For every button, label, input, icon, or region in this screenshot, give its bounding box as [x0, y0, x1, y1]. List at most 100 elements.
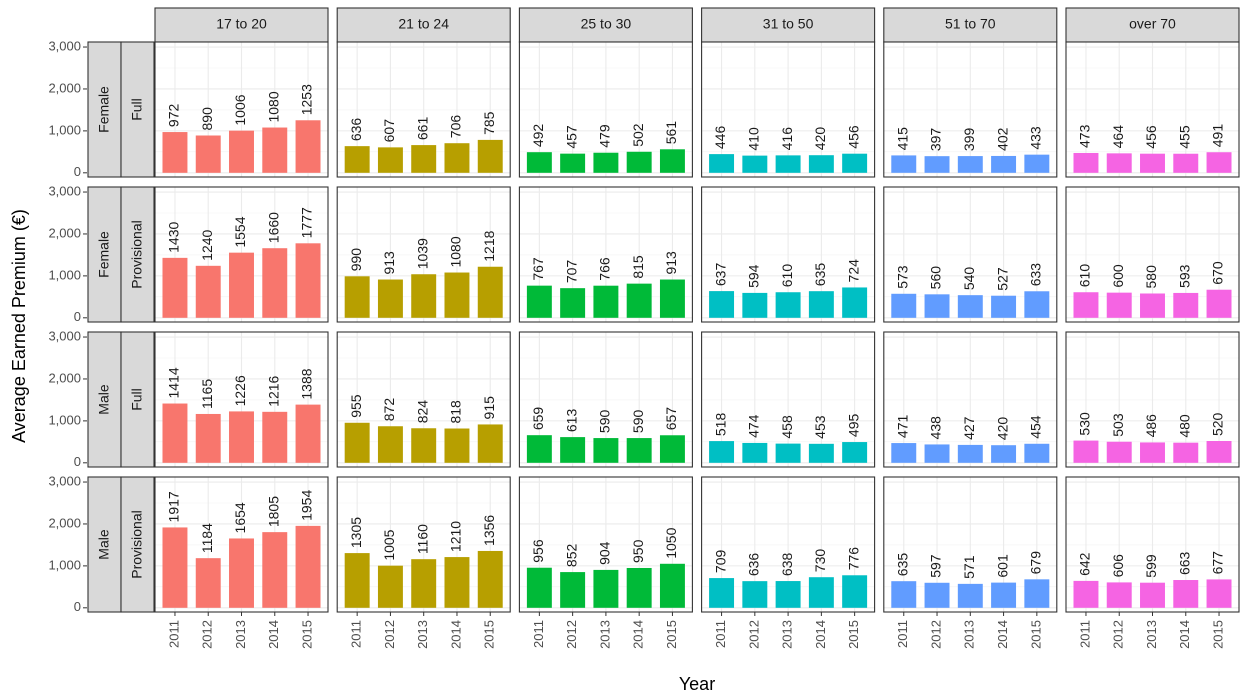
bar [477, 266, 503, 318]
bar [229, 130, 254, 173]
bar [593, 438, 619, 463]
bar [444, 272, 470, 318]
value-label: 495 [845, 413, 861, 437]
row-strip-outer [87, 476, 122, 613]
y-tick-label: 2,000 [48, 225, 81, 240]
value-label: 1160 [414, 524, 430, 554]
bar [477, 139, 503, 173]
x-tick-label: 2011 [349, 620, 364, 648]
panel-border [1065, 331, 1240, 468]
bar [526, 435, 552, 463]
bar [162, 132, 188, 173]
bar [477, 550, 503, 608]
bar [344, 422, 370, 463]
value-label: 473 [1077, 124, 1093, 148]
bar [444, 143, 470, 173]
x-tick-label: 2013 [415, 620, 430, 649]
value-label: 610 [779, 264, 795, 288]
value-label: 635 [812, 263, 828, 287]
value-label: 1356 [481, 515, 497, 546]
bar [444, 557, 470, 608]
value-label: 785 [481, 111, 497, 135]
bar [560, 437, 586, 463]
value-label: 427 [961, 416, 977, 440]
column-strip-label: 21 to 24 [398, 16, 449, 32]
bar [526, 152, 552, 173]
panel-border [518, 41, 693, 178]
x-tick-label: 2014 [448, 620, 463, 649]
panel-border [154, 41, 329, 178]
row-strip-type: Full [129, 388, 145, 411]
x-tick-label: 2012 [1111, 620, 1126, 649]
value-label: 464 [1110, 125, 1126, 149]
value-label: 637 [712, 263, 728, 287]
bar [526, 567, 552, 608]
x-tick-label: 2013 [597, 620, 612, 649]
bar [924, 444, 950, 463]
value-label: 767 [530, 257, 546, 281]
bar [842, 575, 868, 608]
panel-border [154, 186, 329, 323]
bar [162, 257, 188, 318]
value-label: 972 [166, 103, 182, 127]
bar [1173, 153, 1199, 173]
bar [842, 153, 868, 173]
bar [957, 444, 983, 463]
value-label: 416 [779, 127, 795, 151]
value-label: 1654 [232, 502, 248, 533]
value-label: 636 [348, 118, 364, 142]
value-label: 433 [1028, 126, 1044, 150]
bar [560, 288, 586, 318]
value-label: 479 [597, 124, 613, 148]
x-tick-label: 2012 [200, 620, 215, 649]
value-label: 457 [563, 125, 579, 149]
y-tick-label: 2,000 [48, 515, 81, 530]
row-strip-type: Provisional [129, 510, 145, 578]
bar [891, 443, 917, 463]
row-strip-inner [120, 41, 155, 178]
value-label: 990 [348, 248, 364, 272]
row-strip-inner [120, 476, 155, 613]
bar [162, 403, 188, 463]
value-label: 600 [1110, 264, 1126, 288]
bar [195, 413, 221, 463]
y-tick-label: 1,000 [48, 122, 81, 137]
y-tick-label: 3,000 [48, 473, 81, 488]
bar [1206, 579, 1232, 608]
y-tick-label: 0 [74, 164, 81, 179]
value-label: 709 [712, 550, 728, 574]
bar [1024, 443, 1050, 463]
bar [775, 581, 801, 608]
bar [1024, 291, 1050, 318]
bar [477, 424, 503, 463]
column-strip [154, 7, 329, 43]
bar [842, 287, 868, 318]
bar [344, 553, 370, 608]
x-tick-label: 2011 [531, 620, 546, 648]
bar [808, 155, 834, 173]
bar [891, 155, 917, 173]
x-tick-label: 2014 [631, 620, 646, 649]
bar [1106, 292, 1132, 318]
bar [991, 155, 1017, 173]
value-label: 540 [961, 267, 977, 291]
value-label: 1216 [265, 375, 281, 406]
bar [411, 274, 437, 318]
y-axis-title: Average Earned Premium (€) [9, 209, 29, 443]
value-label: 642 [1077, 552, 1093, 576]
value-label: 635 [894, 553, 910, 577]
bar [560, 153, 586, 173]
value-label: 571 [961, 555, 977, 579]
value-label: 502 [630, 123, 646, 147]
bar [957, 583, 983, 608]
panel-border [1065, 41, 1240, 178]
value-label: 913 [663, 251, 679, 275]
bar [262, 248, 288, 318]
bar [924, 156, 950, 173]
column-strip-label: 51 to 70 [945, 16, 996, 32]
value-label: 492 [530, 124, 546, 148]
column-strip [518, 7, 693, 43]
value-label: 530 [1077, 412, 1093, 436]
value-label: 527 [994, 267, 1010, 291]
value-label: 1388 [299, 368, 315, 399]
